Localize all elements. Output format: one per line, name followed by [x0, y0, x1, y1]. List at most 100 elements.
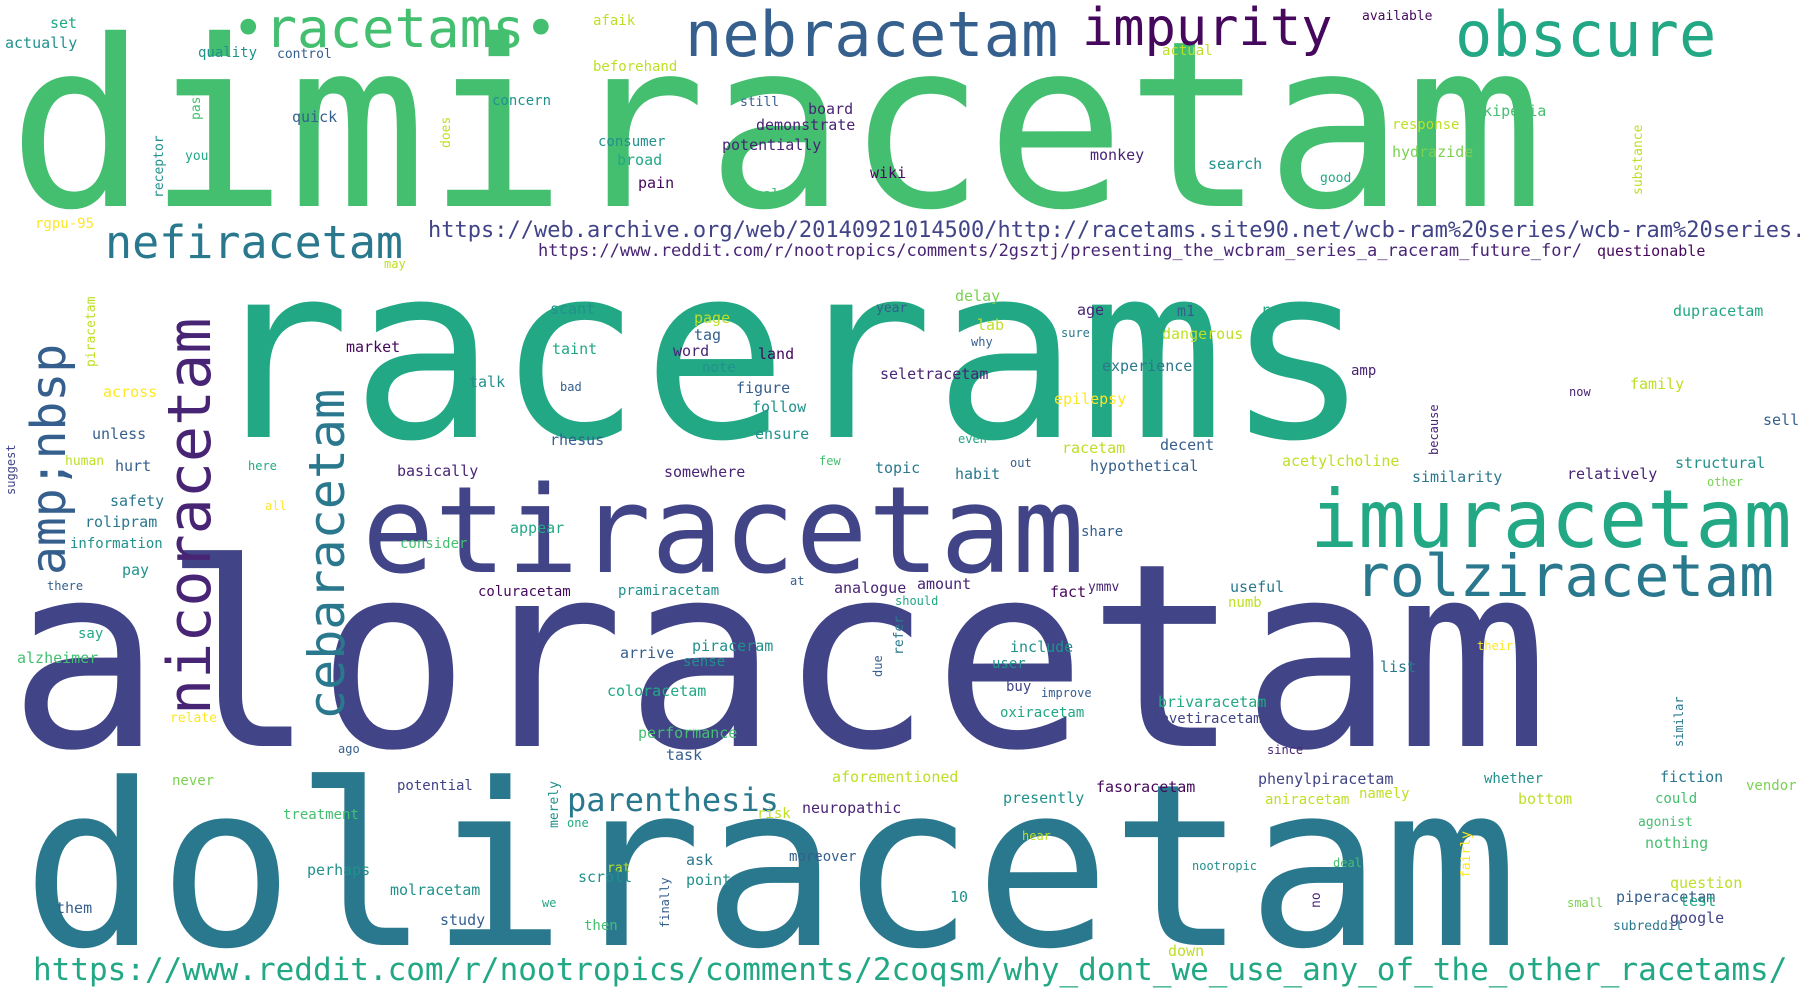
word-topic: topic [875, 459, 921, 477]
word-neuropathic: neuropathic [802, 799, 902, 817]
url-reddit-wcbram: https://www.reddit.com/r/nootropics/comm… [538, 241, 1582, 261]
word-amount: amount [917, 575, 972, 593]
word-google: down [1168, 942, 1205, 960]
word-sell: sell [1763, 411, 1800, 429]
word-parenthesis: parenthesis [567, 781, 779, 819]
word-now: now [1569, 385, 1591, 399]
word-note: note [702, 360, 736, 376]
word-information: information [70, 536, 163, 552]
word-fact: fact [1050, 583, 1087, 601]
url-web-archive: https://web.archive.org/web/201409210145… [428, 218, 1800, 243]
word-aforementioned: aforementioned [832, 768, 959, 786]
word-lab: lab [977, 316, 1005, 334]
word-hurt: hurt [115, 457, 152, 475]
word-doliracetam: doliracetam [22, 736, 1519, 999]
word-market: market [346, 338, 401, 356]
word-here: here [248, 459, 277, 473]
word-cebaracetam: cebaracetam [298, 388, 356, 720]
word-quality: quality [198, 45, 258, 61]
word-concern: concern [492, 93, 552, 109]
word-molracetam: ask [686, 851, 714, 869]
word-then: finally [658, 877, 672, 928]
word-small: piperacetam [1616, 888, 1716, 906]
word-demonstrate: demonstrate [756, 116, 856, 134]
word-seletracetam: seletracetam [880, 365, 989, 383]
word-afaik: afaik [593, 13, 636, 29]
word-dangerous: dangerous [1162, 325, 1244, 343]
word-we: rat [607, 861, 631, 876]
word-deal: them [56, 899, 93, 917]
word-levetiracetam: levetiracetam [1152, 711, 1262, 727]
word-nebracetam: nebracetam [685, 0, 1059, 71]
word-vendor: vendor [1746, 778, 1797, 794]
word-page: page [694, 309, 731, 327]
word-one: one [567, 816, 589, 830]
word-point: hear [1022, 829, 1051, 843]
word-brivaracetam: brivaracetam [1158, 693, 1267, 711]
word-hydrazide: hydrazide [1392, 143, 1474, 161]
word-age: age [1077, 301, 1105, 319]
word-questionable: questionable [1597, 242, 1706, 260]
word-out: out [1010, 456, 1032, 470]
word-bad: bad [560, 380, 582, 394]
word-racerams: racerams [205, 213, 1371, 495]
word-whether: whether [1484, 771, 1544, 787]
word-family: family [1630, 375, 1685, 393]
word-useful: useful [1230, 578, 1285, 596]
word-still: still [740, 95, 780, 110]
word-buy: buy [1006, 679, 1032, 695]
word-control: control [277, 47, 332, 62]
word-wiki: wiki [870, 164, 907, 182]
word-year: year [876, 301, 908, 316]
word-aloracetam: aloracetam [8, 509, 1550, 807]
word-treatment: treatment [283, 807, 359, 823]
word-coloracetam: coloracetam [607, 682, 707, 700]
word-list: list [1380, 658, 1417, 676]
word-suggest: suggest [4, 444, 18, 495]
word-alzheimer: alzheimer [17, 649, 99, 667]
word-similar: similar [1672, 696, 1686, 747]
word-other: other [1707, 475, 1744, 489]
word-rolziracetam: rolziracetam [1355, 542, 1775, 610]
word-task: task [666, 746, 703, 764]
word-relatively: relatively [1567, 465, 1658, 483]
word-coluracetam: coluracetam [478, 584, 571, 600]
word-structural: structural [1675, 454, 1766, 472]
word-could: perhaps [307, 861, 371, 879]
word-relate: relate [170, 711, 217, 726]
word-risk: risk [757, 806, 791, 822]
word-ago: ago [338, 742, 360, 756]
word-human: human [65, 454, 105, 469]
word-actually: actually [5, 34, 78, 52]
word-word: word [673, 342, 710, 360]
word-impurity: impurity [1082, 0, 1333, 58]
word-receptor: receptor [152, 135, 167, 198]
word-safety: safety [110, 492, 165, 510]
word-namely: namely [1359, 786, 1410, 802]
word-acetylcholine: acetylcholine [1282, 452, 1400, 470]
word-dupracetam: dupracetam [1673, 302, 1764, 320]
word-substance: substance [1631, 124, 1646, 195]
word-dimiracetam: dimiracetam [8, 0, 1545, 261]
word-never: never [172, 773, 215, 789]
word-does: does [439, 116, 454, 148]
word-basically: basically [397, 462, 479, 480]
word-because: because [1427, 404, 1441, 455]
url-reddit-racetams: https://www.reddit.com/r/nootropics/comm… [33, 952, 1788, 988]
word-few: few [819, 454, 841, 468]
word-merely: merely [547, 781, 562, 828]
word-good: good [1320, 171, 1352, 186]
word-pain: pain [638, 174, 675, 192]
word-fasoracetam: fasoracetam [1096, 778, 1196, 796]
word-include: include [1010, 638, 1074, 656]
word-say: say [78, 626, 104, 642]
word-rgpu-95: rgpu-95 [35, 216, 95, 232]
word-set: set [50, 14, 78, 32]
word-rat: scroll [578, 868, 633, 886]
word-raise: raise [1261, 301, 1307, 319]
word-pay: pay [122, 561, 150, 579]
word-arrive: arrive [620, 644, 675, 662]
word-oxiracetam: oxiracetam [1000, 705, 1085, 721]
word-scroll: study [440, 911, 486, 929]
